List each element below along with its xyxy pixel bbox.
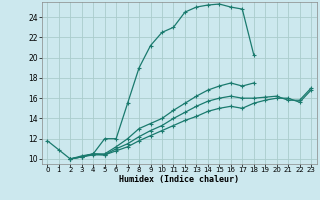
X-axis label: Humidex (Indice chaleur): Humidex (Indice chaleur): [119, 175, 239, 184]
